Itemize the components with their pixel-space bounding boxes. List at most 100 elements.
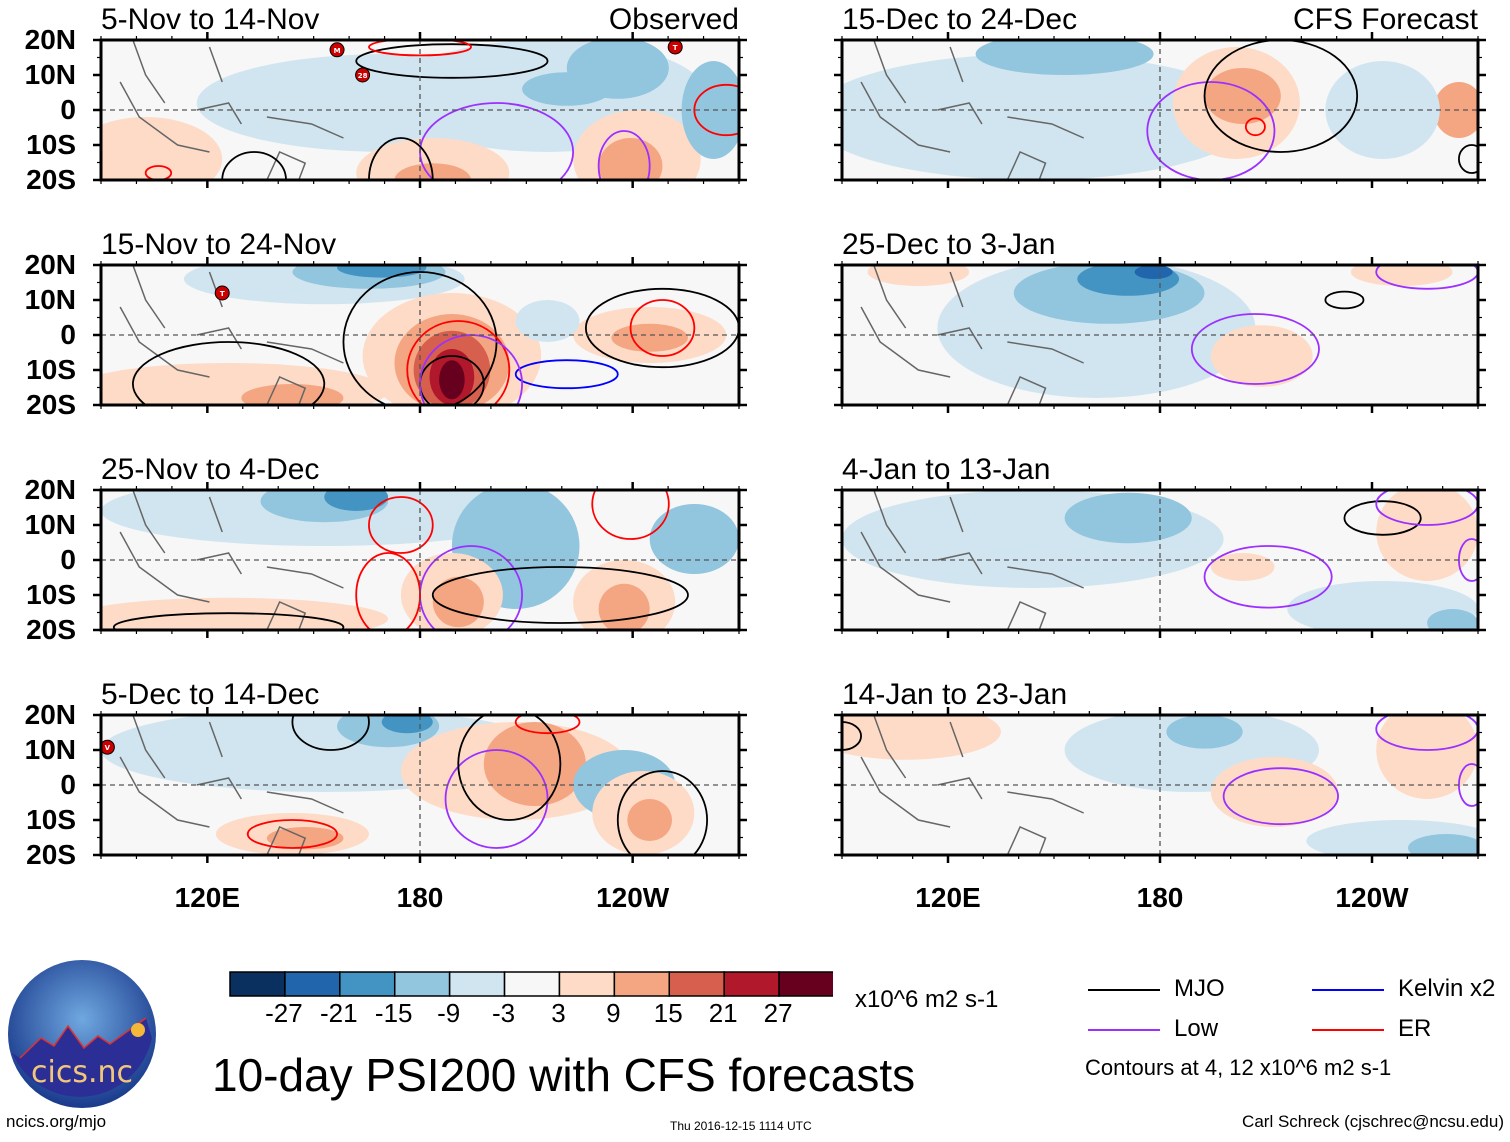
wave-contour (1222, 767, 1339, 826)
y-tick-label: 20S (26, 839, 76, 870)
svg-text:V: V (105, 744, 111, 752)
y-tick-label: 20S (26, 389, 76, 420)
y-tick-label: 20N (24, 24, 76, 55)
map-panel (834, 257, 1486, 413)
y-tick-label: 20N (24, 699, 76, 730)
y-tick-label: 0 (60, 94, 76, 125)
legend-label: Kelvin x2 (1398, 975, 1496, 1002)
anomaly-shading (1064, 492, 1192, 544)
panel-period-title: 25-Dec to 3-Jan (842, 228, 1056, 261)
wave-contour (1244, 117, 1266, 137)
wave-contour (221, 151, 287, 180)
colorbar-tick-label: -27 (265, 998, 303, 1028)
anomaly-shading (515, 300, 580, 342)
y-tick-label: 10N (24, 734, 76, 765)
panel-source-label: Observed (608, 3, 739, 36)
anomaly-shading (611, 323, 688, 352)
wave-contour (591, 490, 670, 540)
legend-label: Low (1174, 1015, 1219, 1042)
map-panel (834, 707, 1486, 863)
wave-contour (246, 819, 338, 849)
anomaly-shading (566, 40, 669, 99)
anomaly-shading (1376, 490, 1478, 581)
wave-contour (1324, 290, 1365, 310)
x-tick-label: 120E (174, 882, 241, 913)
panel-period-title: 5-Nov to 14-Nov (101, 3, 320, 36)
coastline (119, 715, 344, 855)
coastline (119, 40, 344, 180)
panel-source-label: CFS Forecast (1292, 3, 1478, 36)
colorbar-swatch (558, 971, 616, 997)
wave-contour (842, 721, 862, 751)
anomaly-shading (1408, 834, 1478, 855)
anomaly-shading (439, 360, 465, 400)
map-panel (834, 482, 1486, 638)
wave-contour (406, 320, 511, 405)
colorbar-swatch (668, 971, 725, 997)
anomaly-shading (1204, 68, 1281, 124)
wave-contour (132, 341, 326, 405)
colorbar-swatch (503, 971, 561, 997)
logo-sun (131, 1023, 145, 1037)
chart-title: 10-day PSI200 with CFS forecasts (212, 1049, 916, 1101)
y-tick-label: 0 (60, 319, 76, 350)
colorbar-tick-label: 15 (653, 998, 683, 1028)
anomaly-shading (1427, 609, 1478, 630)
colorbar-swatch (448, 971, 506, 997)
wave-contour (1343, 500, 1422, 536)
coastline (860, 265, 1084, 405)
tropical-cyclone-icon: 28 (355, 67, 371, 83)
x-tick-label: 180 (1136, 882, 1184, 913)
panel-period-title: 4-Jan to 13-Jan (842, 453, 1051, 486)
wave-contour (368, 40, 472, 57)
footer-url[interactable]: ncics.org/mjo (6, 1112, 107, 1131)
y-tick-label: 0 (60, 769, 76, 800)
colorbar-swatch (393, 971, 451, 997)
anomaly-shading (1134, 265, 1173, 279)
panel-period-title: 14-Jan to 23-Jan (842, 678, 1068, 711)
colorbar-swatch (723, 971, 780, 997)
anomaly-shading (598, 583, 650, 630)
logo-mountains (12, 1018, 152, 1097)
anomaly-shading (483, 722, 586, 806)
svg-text:T: T (220, 290, 225, 298)
wave-contour (355, 43, 549, 79)
anomaly-shading (101, 363, 389, 405)
svg-text:M: M (334, 47, 341, 55)
wave-contour (368, 496, 434, 554)
tropical-cyclone-icon: V (99, 739, 115, 755)
anomaly-shading (1376, 715, 1478, 799)
x-tick-label: 120W (1335, 882, 1409, 913)
wave-contour (514, 715, 581, 735)
wave-contour (1458, 144, 1478, 174)
legend-line-swatch (1312, 989, 1384, 991)
colorbar-swatch (613, 971, 671, 997)
y-tick-label: 10N (24, 284, 76, 315)
y-tick-label: 10S (26, 804, 76, 835)
colorbar-swatch (778, 971, 833, 997)
legend-label: ER (1398, 1015, 1432, 1042)
legend-line-swatch (1088, 1029, 1160, 1031)
wave-contour (355, 552, 421, 630)
wave-contour (585, 287, 739, 369)
legend-line-swatch (1088, 989, 1160, 991)
y-tick-label: 10S (26, 354, 76, 385)
logo-text: cics.nc (31, 1055, 133, 1090)
y-tick-label: 20N (24, 474, 76, 505)
anomaly-shading (867, 265, 970, 286)
panel-period-title: 15-Nov to 24-Nov (101, 228, 337, 261)
wave-contour (1146, 81, 1276, 180)
cics-logo: cics.nc (8, 960, 156, 1108)
anomaly-shading (101, 117, 223, 180)
anomaly-shading (598, 138, 663, 180)
y-tick-label: 10S (26, 579, 76, 610)
colorbar-tick-label: -3 (491, 998, 516, 1028)
map-panel: T (93, 257, 747, 413)
panel-period-title: 5-Dec to 14-Dec (101, 678, 320, 711)
wave-contour (1203, 545, 1333, 609)
footer-author: Carl Schreck (cjschrec@ncsu.edu) (1242, 1112, 1504, 1131)
map-panel (93, 482, 747, 638)
legend-label: MJO (1174, 975, 1225, 1002)
tropical-cyclone-icon: T (214, 285, 230, 301)
wave-contour (431, 566, 689, 624)
